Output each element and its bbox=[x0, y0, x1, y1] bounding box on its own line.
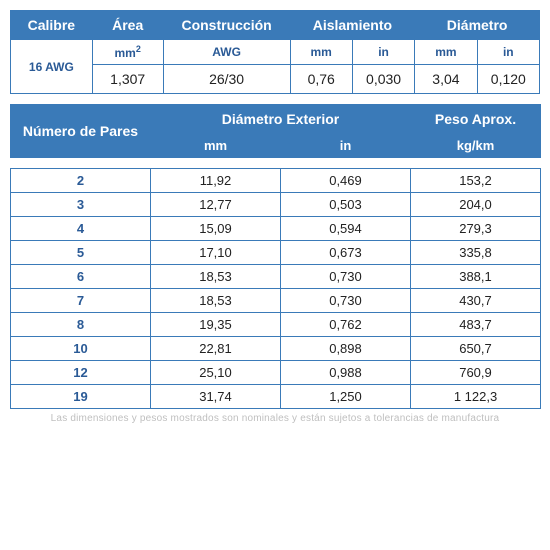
cell-mm: 11,92 bbox=[151, 169, 281, 193]
spec-units-row: 16 AWG mm2 AWG mm in mm in bbox=[11, 40, 540, 65]
cell-in: 0,594 bbox=[281, 217, 411, 241]
cell-in: 0,898 bbox=[281, 337, 411, 361]
cell-mm: 18,53 bbox=[151, 265, 281, 289]
cell-peso: 388,1 bbox=[411, 265, 541, 289]
cell-peso: 279,3 bbox=[411, 217, 541, 241]
cell-mm: 17,10 bbox=[151, 241, 281, 265]
hdr-area: Área bbox=[92, 11, 163, 40]
hdr-diam-mm: mm bbox=[151, 134, 281, 158]
cell-pares: 8 bbox=[11, 313, 151, 337]
unit-aisl-in: in bbox=[352, 40, 414, 65]
cell-mm: 25,10 bbox=[151, 361, 281, 385]
cell-pares: 6 bbox=[11, 265, 151, 289]
pairs-header-row1: Número de Pares Diámetro Exterior Peso A… bbox=[11, 105, 541, 134]
cell-in: 0,469 bbox=[281, 169, 411, 193]
spec-table: Calibre Área Construcción Aislamiento Di… bbox=[10, 10, 540, 94]
cell-aisl-mm: 0,76 bbox=[290, 65, 352, 94]
cell-pares: 3 bbox=[11, 193, 151, 217]
unit-area: mm2 bbox=[92, 40, 163, 65]
hdr-peso: Peso Aprox. bbox=[411, 105, 541, 134]
unit-construccion: AWG bbox=[163, 40, 290, 65]
cell-in: 0,762 bbox=[281, 313, 411, 337]
cell-pares: 19 bbox=[11, 385, 151, 409]
table-row: 415,090,594279,3 bbox=[11, 217, 541, 241]
hdr-pares-text: Número de Pares bbox=[23, 123, 138, 139]
cell-pares: 4 bbox=[11, 217, 151, 241]
unit-diam-in: in bbox=[477, 40, 539, 65]
cell-mm: 31,74 bbox=[151, 385, 281, 409]
cell-area: 1,307 bbox=[92, 65, 163, 94]
cell-mm: 19,35 bbox=[151, 313, 281, 337]
table-row: 517,100,673335,8 bbox=[11, 241, 541, 265]
table-row: 618,530,730388,1 bbox=[11, 265, 541, 289]
hdr-construccion: Construcción bbox=[163, 11, 290, 40]
cell-construccion: 26/30 bbox=[163, 65, 290, 94]
hdr-peso-unit: kg/km bbox=[411, 134, 541, 158]
hdr-diametro: Diámetro bbox=[415, 11, 540, 40]
cell-peso: 483,7 bbox=[411, 313, 541, 337]
cell-in: 0,730 bbox=[281, 265, 411, 289]
footnote: Las dimensiones y pesos mostrados son no… bbox=[10, 413, 540, 424]
cell-pares: 10 bbox=[11, 337, 151, 361]
cell-aisl-in: 0,030 bbox=[352, 65, 414, 94]
cell-mm: 18,53 bbox=[151, 289, 281, 313]
cell-peso: 204,0 bbox=[411, 193, 541, 217]
unit-diam-mm: mm bbox=[415, 40, 477, 65]
table-row: 1022,810,898650,7 bbox=[11, 337, 541, 361]
table-row: 211,920,469153,2 bbox=[11, 169, 541, 193]
cell-mm: 15,09 bbox=[151, 217, 281, 241]
cell-pares: 5 bbox=[11, 241, 151, 265]
cell-pares: 2 bbox=[11, 169, 151, 193]
hdr-pares: Número de Pares bbox=[11, 105, 151, 158]
cell-diam-mm: 3,04 bbox=[415, 65, 477, 94]
cell-in: 0,503 bbox=[281, 193, 411, 217]
cell-in: 0,988 bbox=[281, 361, 411, 385]
hdr-calibre: Calibre bbox=[11, 11, 93, 40]
cell-pares: 7 bbox=[11, 289, 151, 313]
cell-peso: 650,7 bbox=[411, 337, 541, 361]
cell-in: 0,730 bbox=[281, 289, 411, 313]
cell-mm: 22,81 bbox=[151, 337, 281, 361]
pairs-header-table: Número de Pares Diámetro Exterior Peso A… bbox=[10, 104, 541, 158]
cell-calibre: 16 AWG bbox=[11, 40, 93, 94]
pairs-data-table: 211,920,469153,2312,770,503204,0415,090,… bbox=[10, 168, 541, 409]
table-row: 1931,741,2501 122,3 bbox=[11, 385, 541, 409]
cell-in: 0,673 bbox=[281, 241, 411, 265]
table-row: 819,350,762483,7 bbox=[11, 313, 541, 337]
hdr-diam-ext: Diámetro Exterior bbox=[151, 105, 411, 134]
spec-header-row: Calibre Área Construcción Aislamiento Di… bbox=[11, 11, 540, 40]
cell-peso: 430,7 bbox=[411, 289, 541, 313]
cell-peso: 153,2 bbox=[411, 169, 541, 193]
table-row: 312,770,503204,0 bbox=[11, 193, 541, 217]
unit-aisl-mm: mm bbox=[290, 40, 352, 65]
table-row: 1225,100,988760,9 bbox=[11, 361, 541, 385]
cell-in: 1,250 bbox=[281, 385, 411, 409]
hdr-aislamiento: Aislamiento bbox=[290, 11, 415, 40]
cell-mm: 12,77 bbox=[151, 193, 281, 217]
cell-diam-in: 0,120 bbox=[477, 65, 539, 94]
cell-peso: 1 122,3 bbox=[411, 385, 541, 409]
table-row: 718,530,730430,7 bbox=[11, 289, 541, 313]
cell-peso: 760,9 bbox=[411, 361, 541, 385]
cell-pares: 12 bbox=[11, 361, 151, 385]
cell-peso: 335,8 bbox=[411, 241, 541, 265]
hdr-diam-in: in bbox=[281, 134, 411, 158]
